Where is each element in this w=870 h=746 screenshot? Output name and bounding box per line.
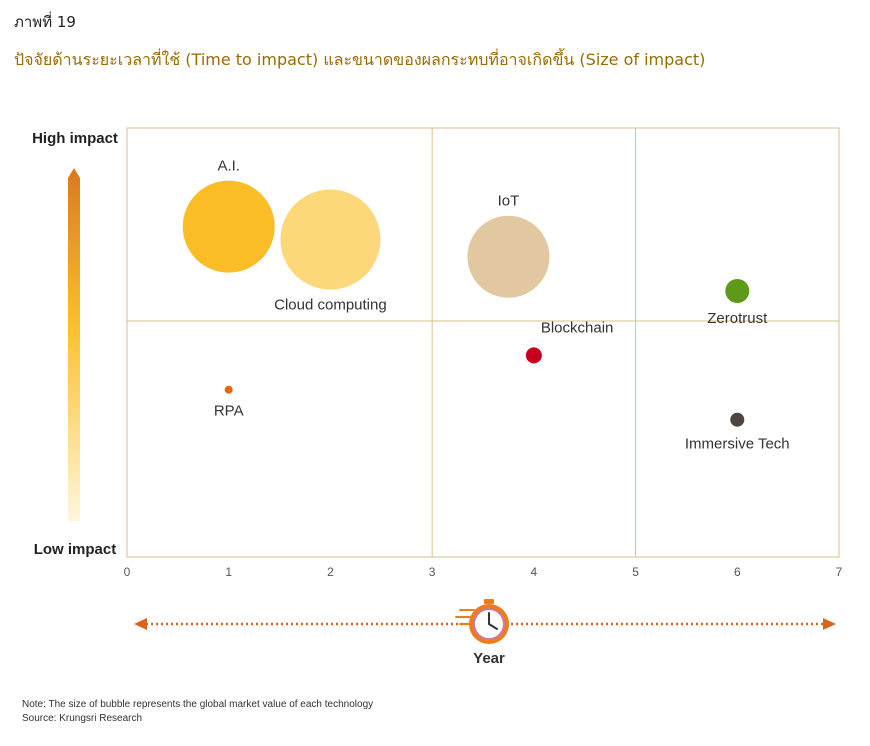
impact-gradient-bar [68, 168, 80, 521]
bubble-label: Immersive Tech [685, 436, 790, 453]
chart-source: Source: Krungsri Research [22, 713, 143, 724]
bubble-zerotrust [725, 279, 750, 304]
bubble-a-i [182, 180, 275, 273]
bubble-rpa [224, 385, 233, 394]
x-tick-label: 1 [225, 565, 232, 579]
bubble-blockchain [525, 347, 542, 364]
chart-note: Note: The size of bubble represents the … [22, 699, 374, 710]
plot-frame [126, 127, 840, 558]
stopwatch-icon [455, 599, 509, 644]
bubble-immersive-tech [730, 412, 745, 427]
figure-label: ภาพที่ 19 [14, 13, 76, 31]
x-tick-label: 6 [734, 565, 741, 579]
year-timeline [134, 618, 836, 630]
bubble-cloud-computing [280, 189, 381, 290]
high-impact-label: High impact [32, 130, 118, 147]
x-tick-label: 0 [124, 565, 131, 579]
quadrant-lines [127, 128, 839, 557]
bubble-label: Blockchain [541, 319, 614, 336]
chart-title: ปัจจัยด้านระยะเวลาที่ใช้ (Time to impact… [14, 50, 706, 69]
bubble-iot [467, 215, 550, 298]
x-axis-title: Year [473, 650, 505, 667]
x-tick-label: 7 [836, 565, 843, 579]
x-tick-label: 5 [632, 565, 639, 579]
bubble-label: IoT [498, 193, 520, 210]
bubble-label: Zerotrust [707, 310, 768, 327]
bubble-series: A.I. Cloud computing IoT Blockchain Zerotrus… [182, 158, 790, 453]
low-impact-label: Low impact [34, 541, 117, 558]
arrow-right-icon [823, 618, 836, 630]
arrow-left-icon [134, 618, 147, 630]
x-tick-labels: 0 1 2 3 4 5 6 7 [124, 565, 843, 579]
bubble-label: A.I. [217, 158, 240, 175]
bubble-label: Cloud computing [274, 297, 387, 314]
x-tick-label: 4 [531, 565, 538, 579]
x-tick-label: 3 [429, 565, 436, 579]
x-tick-label: 2 [327, 565, 334, 579]
bubble-label: RPA [214, 403, 244, 420]
